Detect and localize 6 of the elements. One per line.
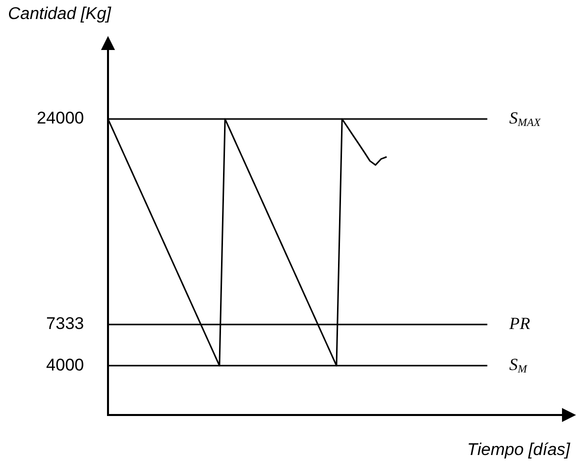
y-tick-label: 7333 xyxy=(46,314,84,334)
y-axis-title: Cantidad [Kg] xyxy=(8,4,112,24)
y-tick-label: 24000 xyxy=(36,108,84,128)
ref-line-label: PR xyxy=(508,314,531,334)
x-axis-title: Tiempo [días] xyxy=(467,440,570,460)
y-tick-label: 4000 xyxy=(46,355,84,374)
